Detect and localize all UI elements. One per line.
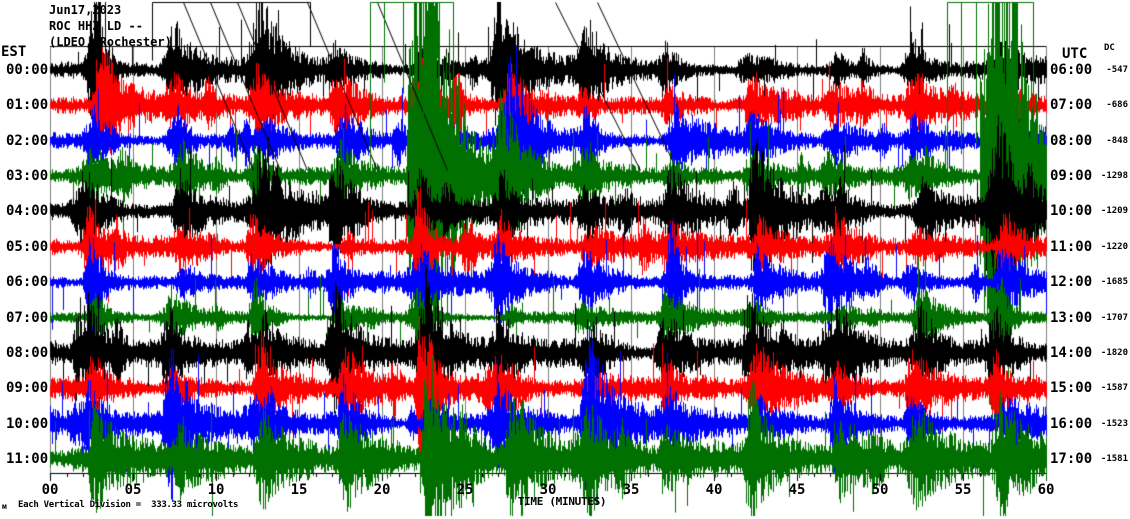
est-time-label: 00:00	[6, 62, 49, 78]
x-axis-tick-label: 20	[373, 482, 391, 498]
utc-time-label: 12:00	[1050, 274, 1093, 290]
dc-value: -1707	[1100, 313, 1128, 323]
x-axis-tick-label: 05	[124, 482, 142, 498]
utc-time-label: 08:00	[1050, 133, 1093, 149]
est-time-label: 11:00	[6, 451, 49, 467]
utc-time-label: 17:00	[1050, 451, 1093, 467]
utc-time-label: 07:00	[1050, 97, 1093, 113]
scale-note: Each Vertical Division = 333.33 microvol…	[18, 500, 239, 510]
x-axis-tick-label: 50	[871, 482, 889, 498]
est-time-label: 08:00	[6, 345, 49, 361]
est-time-label: 06:00	[6, 274, 49, 290]
dc-value: -1820	[1100, 348, 1128, 358]
dc-axis-label: DC	[1104, 43, 1115, 53]
x-axis-title: TIME (MINUTES)	[517, 495, 607, 508]
dc-value: -1523	[1100, 419, 1128, 429]
x-axis-tick-label: 30	[539, 482, 557, 498]
est-time-label: 01:00	[6, 97, 49, 113]
x-axis-tick-label: 40	[705, 482, 723, 498]
est-time-label: 09:00	[6, 380, 49, 396]
x-axis-tick-label: 55	[954, 482, 972, 498]
utc-axis-label: UTC	[1062, 46, 1088, 62]
est-time-label: 10:00	[6, 416, 49, 432]
utc-time-label: 10:00	[1050, 203, 1093, 219]
x-axis-tick-label: 10	[207, 482, 225, 498]
dc-value: -686	[1106, 100, 1128, 110]
utc-time-label: 13:00	[1050, 310, 1093, 326]
dc-value: -1298	[1100, 171, 1128, 181]
x-axis-tick-label: 25	[456, 482, 474, 498]
est-axis-label: EST	[1, 44, 27, 60]
dc-value: -848	[1106, 136, 1128, 146]
header-date: Jun17,2023	[49, 3, 122, 17]
est-time-label: 03:00	[6, 168, 49, 184]
x-axis-tick-label: 60	[1037, 482, 1055, 498]
x-axis-tick-label: 35	[622, 482, 640, 498]
dc-value: -547	[1106, 65, 1128, 75]
est-time-label: 04:00	[6, 203, 49, 219]
utc-time-label: 11:00	[1050, 239, 1093, 255]
utc-time-label: 15:00	[1050, 380, 1093, 396]
utc-time-label: 09:00	[1050, 168, 1093, 184]
utc-time-label: 16:00	[1050, 416, 1093, 432]
x-axis-tick-label: 45	[788, 482, 806, 498]
dc-value: -1587	[1100, 383, 1128, 393]
x-axis-tick-label: 00	[41, 482, 59, 498]
dc-value: -1581	[1100, 454, 1128, 464]
x-axis-tick-label: 15	[290, 482, 308, 498]
dc-value: -1209	[1100, 206, 1128, 216]
est-time-label: 07:00	[6, 310, 49, 326]
utc-time-label: 14:00	[1050, 345, 1093, 361]
header-station: ROC HHZ LD --	[49, 19, 143, 33]
est-time-label: 02:00	[6, 133, 49, 149]
utc-time-label: 06:00	[1050, 62, 1093, 78]
header-network: (LDEO, Rochester)	[49, 35, 172, 49]
corner-mark: м	[2, 502, 7, 511]
dc-value: -1685	[1100, 277, 1128, 287]
dc-value: -1220	[1100, 242, 1128, 252]
est-time-label: 05:00	[6, 239, 49, 255]
